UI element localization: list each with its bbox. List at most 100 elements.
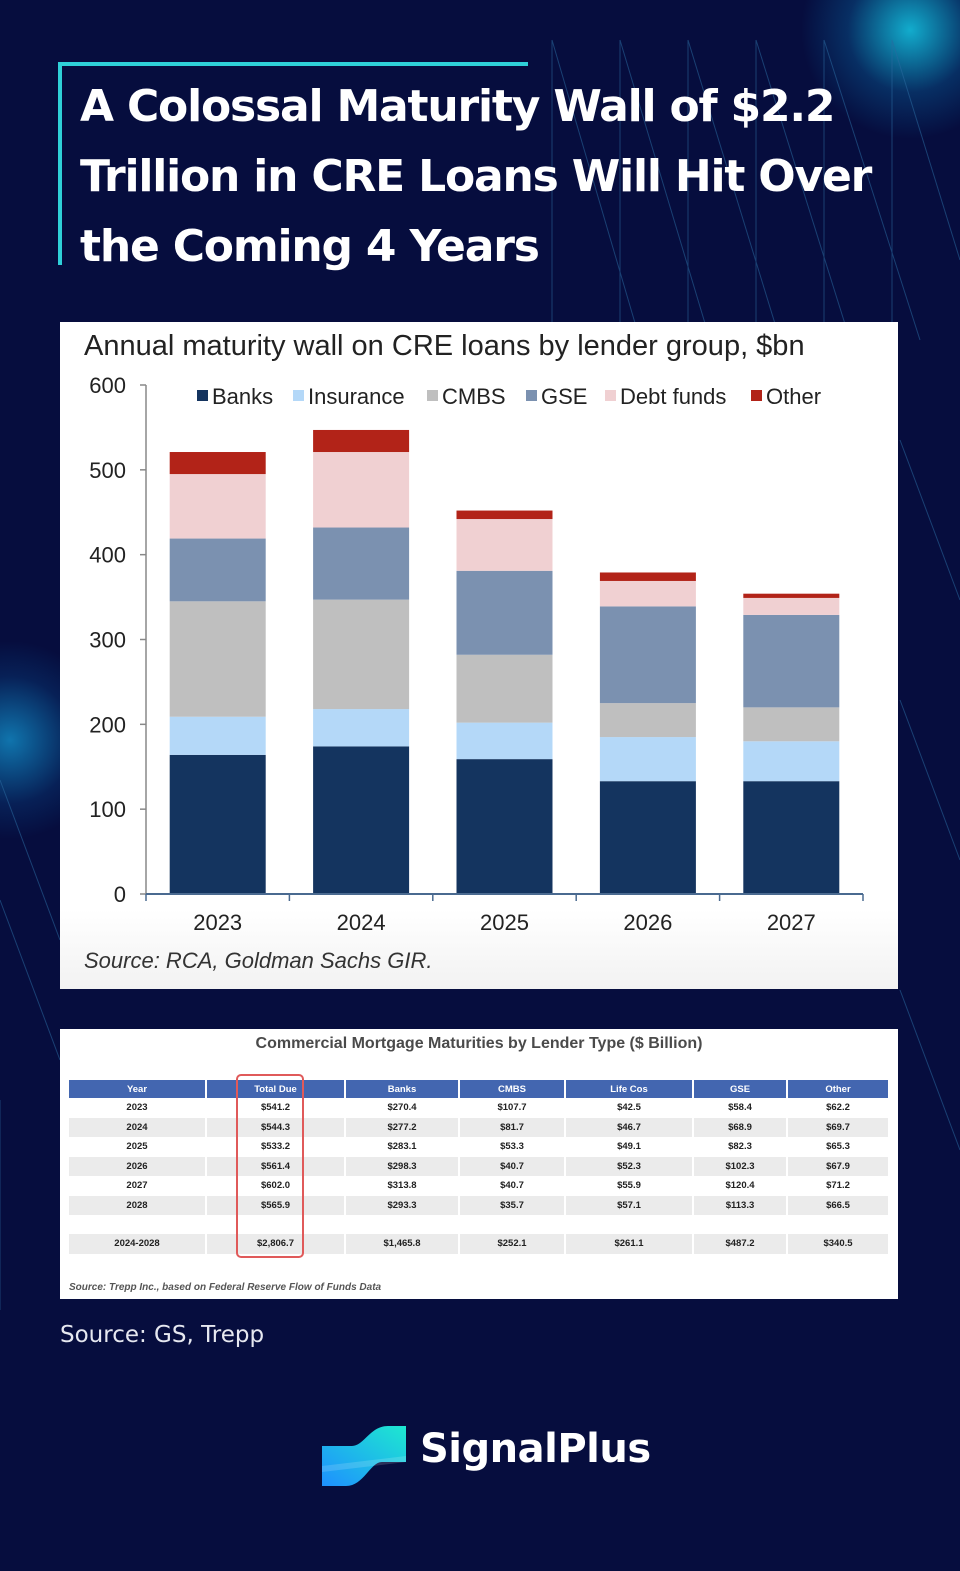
bar-segment-gse <box>456 570 553 655</box>
legend-item-cmbs: CMBS <box>427 384 506 409</box>
y-tick-label: 400 <box>89 543 126 568</box>
table-cell: 2028 <box>69 1195 207 1215</box>
brand-name: SignalPlus <box>420 1426 651 1472</box>
table-cell: $67.9 <box>787 1156 890 1176</box>
table-cell: $313.8 <box>345 1176 460 1196</box>
table-cell: $69.7 <box>787 1117 890 1137</box>
headline: A Colossal Maturity Wall of $2.2 Trillio… <box>80 72 900 282</box>
legend-item-insurance: Insurance <box>293 384 405 409</box>
table-cell: $1,465.8 <box>345 1234 460 1254</box>
legend-label: GSE <box>541 384 587 409</box>
bar-segment-insurance <box>456 722 553 760</box>
stacked-bar-chart-card: Annual maturity wall on CRE loans by len… <box>60 322 898 989</box>
chart-legend: Banks Insurance CMBS GSE Debt funds Other <box>197 384 821 409</box>
table-cell: $602.0 <box>206 1176 346 1196</box>
table-cell: $62.2 <box>787 1098 890 1118</box>
legend-label: Banks <box>212 384 273 409</box>
bar-segment-debt_funds <box>456 519 553 571</box>
table-cell: $68.9 <box>693 1117 788 1137</box>
bar-segment-debt_funds <box>743 597 840 615</box>
table-cell <box>565 1215 694 1234</box>
table-source: Source: Trepp Inc., based on Federal Res… <box>69 1282 382 1293</box>
bar-segment-insurance <box>599 737 696 782</box>
table-cell: $283.1 <box>345 1137 460 1157</box>
table-cell: $107.7 <box>459 1098 566 1118</box>
headline-accent-bar-top <box>58 62 528 66</box>
column-header: Banks <box>345 1080 460 1098</box>
table-cell: $52.3 <box>565 1156 694 1176</box>
table-cell: $102.3 <box>693 1156 788 1176</box>
table-cell: $82.3 <box>693 1137 788 1157</box>
table-cell: 2027 <box>69 1176 207 1196</box>
column-header: Year <box>69 1080 207 1098</box>
table-cell <box>787 1215 890 1234</box>
table-cell: $81.7 <box>459 1117 566 1137</box>
legend-swatch <box>293 390 304 401</box>
headline-line: A Colossal Maturity Wall of $2.2 <box>80 81 836 132</box>
bar-segment-insurance <box>743 741 840 782</box>
table-header-row: Year Total Due Banks CMBS Life Cos GSE Other <box>69 1080 890 1098</box>
maturities-table-card: Commercial Mortgage Maturities by Lender… <box>60 1029 898 1299</box>
bar-segment-banks <box>313 746 410 894</box>
bar-segment-banks <box>599 781 696 894</box>
legend-item-debt_funds: Debt funds <box>605 384 726 409</box>
bars <box>169 429 840 894</box>
legend-swatch <box>197 390 208 401</box>
headline-line: the Coming 4 Years <box>80 221 540 272</box>
table-cell: $565.9 <box>206 1195 346 1215</box>
table-row: 2024 $544.3 $277.2 $81.7 $46.7 $68.9 $69.7 <box>69 1117 890 1137</box>
legend-swatch <box>605 390 616 401</box>
headline-accent-bar-left <box>58 62 62 265</box>
bar-segment-insurance <box>313 709 410 747</box>
legend-label: Debt funds <box>620 384 726 409</box>
table-title: Commercial Mortgage Maturities by Lender… <box>255 1035 703 1052</box>
column-header: Total Due <box>206 1080 346 1098</box>
bar-segment-cmbs <box>599 703 696 738</box>
table-cell: $58.4 <box>693 1098 788 1118</box>
bar-segment-banks <box>169 754 266 894</box>
y-tick-label: 100 <box>89 797 126 822</box>
bar-segment-cmbs <box>456 654 553 723</box>
table-cell: 2024 <box>69 1117 207 1137</box>
bar-stack-2025 <box>456 510 553 894</box>
table-cell <box>459 1215 566 1234</box>
table-cell: $113.3 <box>693 1195 788 1215</box>
table-cell: 2026 <box>69 1156 207 1176</box>
table-cell <box>345 1215 460 1234</box>
table-cell: $544.3 <box>206 1117 346 1137</box>
bar-segment-other <box>169 452 266 475</box>
bar-stack-2027 <box>743 593 840 894</box>
x-tick-label: 2027 <box>767 910 816 935</box>
table-cell: $340.5 <box>787 1234 890 1254</box>
bar-segment-gse <box>313 527 410 600</box>
bar-stack-2024 <box>313 429 410 894</box>
bar-segment-banks <box>456 759 553 894</box>
bar-segment-debt_funds <box>313 452 410 528</box>
bar-stack-2023 <box>169 452 266 894</box>
bar-segment-other <box>313 429 410 453</box>
table-cell: $46.7 <box>565 1117 694 1137</box>
footer-source: Source: GS, Trepp <box>60 1322 265 1348</box>
legend-item-banks: Banks <box>197 384 273 409</box>
chart-title: Annual maturity wall on CRE loans by len… <box>84 330 805 362</box>
legend-swatch <box>751 390 762 401</box>
table-cell <box>206 1215 346 1234</box>
maturities-table: Year Total Due Banks CMBS Life Cos GSE Other 2… <box>69 1080 890 1254</box>
y-tick-label: 300 <box>89 628 126 653</box>
table-cell: $293.3 <box>345 1195 460 1215</box>
bar-segment-cmbs <box>743 707 840 742</box>
x-tick-label: 2023 <box>193 910 242 935</box>
table-row: 2028 $565.9 $293.3 $35.7 $57.1 $113.3 $66.5 <box>69 1195 890 1215</box>
bar-segment-insurance <box>169 716 266 755</box>
table-cell: $2,806.7 <box>206 1234 346 1254</box>
background-glow-top-right <box>800 0 960 140</box>
table-cell: 2025 <box>69 1137 207 1157</box>
table-cell: $261.1 <box>565 1234 694 1254</box>
table-row: 2023 $541.2 $270.4 $107.7 $42.5 $58.4 $62.2 <box>69 1098 890 1118</box>
table-row: 2025 $533.2 $283.1 $53.3 $49.1 $82.3 $65.3 <box>69 1137 890 1157</box>
headline-line: Trillion in CRE Loans Will Hit Over <box>80 151 872 202</box>
y-tick-label: 600 <box>89 373 126 398</box>
table-cell: $65.3 <box>787 1137 890 1157</box>
table-cell: $533.2 <box>206 1137 346 1157</box>
table-cell: $71.2 <box>787 1176 890 1196</box>
